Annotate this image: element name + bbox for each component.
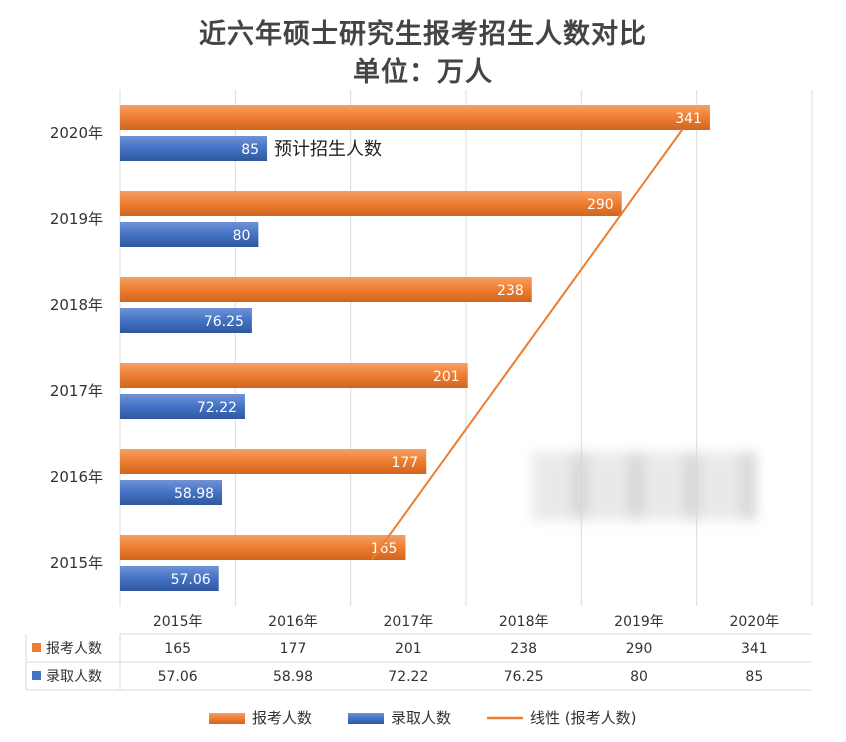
y-tick-label: 2018年 — [50, 296, 103, 314]
table-cell-applicants: 165 — [164, 641, 191, 657]
bar-applicants — [120, 105, 710, 130]
bar-applicants — [120, 535, 406, 560]
data-label-admitted: 80 — [233, 228, 251, 244]
table-header-year: 2020年 — [730, 614, 780, 630]
bar-admitted — [120, 566, 219, 591]
data-label-applicants: 201 — [433, 369, 460, 385]
bar-applicants — [120, 191, 622, 216]
table-header-year: 2017年 — [384, 614, 434, 630]
table-cell-admitted: 57.06 — [158, 669, 198, 685]
legend-label-applicants: 报考人数 — [252, 709, 312, 727]
bar-admitted — [120, 222, 259, 247]
table-cell-admitted: 76.25 — [504, 669, 544, 685]
table-cell-admitted: 58.98 — [273, 669, 313, 685]
table-cell-applicants: 290 — [626, 641, 653, 657]
y-tick-label: 2016年 — [50, 468, 103, 486]
bar-admitted — [120, 394, 245, 419]
table-header-year: 2015年 — [153, 614, 203, 630]
data-label-applicants: 238 — [497, 283, 524, 299]
table-row-label-admitted: 录取人数 — [46, 669, 102, 685]
data-label-applicants: 341 — [675, 111, 702, 127]
y-tick-label: 2019年 — [50, 210, 103, 228]
bar-admitted — [120, 136, 268, 161]
legend-label-admitted: 录取人数 — [391, 709, 451, 727]
data-label-applicants: 290 — [587, 197, 614, 213]
data-label-admitted: 58.98 — [174, 486, 214, 502]
table-cell-applicants: 177 — [280, 641, 307, 657]
chart-title: 近六年硕士研究生报考招生人数对比 — [199, 19, 647, 50]
legend-swatch-applicants — [209, 713, 245, 724]
table-cell-admitted: 85 — [745, 669, 763, 685]
blurred-watermark — [532, 452, 757, 520]
table-cell-applicants: 238 — [510, 641, 537, 657]
bar-applicants — [120, 363, 468, 388]
bar-admitted — [120, 308, 252, 333]
bar-applicants — [120, 449, 427, 474]
table-header-year: 2019年 — [614, 614, 664, 630]
table-cell-applicants: 201 — [395, 641, 422, 657]
table-header-year: 2016年 — [268, 614, 318, 630]
table-row-label-applicants: 报考人数 — [46, 641, 102, 657]
table-cell-admitted: 80 — [630, 669, 648, 685]
data-label-admitted: 72.22 — [197, 400, 237, 416]
annotation-estimated-enrollment: 预计招生人数 — [274, 139, 382, 160]
data-label-admitted: 57.06 — [171, 572, 211, 588]
data-label-admitted: 76.25 — [204, 314, 244, 330]
y-tick-label: 2017年 — [50, 382, 103, 400]
table-header-year: 2018年 — [499, 614, 549, 630]
bar-applicants — [120, 277, 532, 302]
chart-subtitle: 单位：万人 — [353, 57, 493, 88]
data-label-admitted: 85 — [241, 142, 259, 158]
table-cell-applicants: 341 — [741, 641, 768, 657]
trendline-applicants — [371, 128, 684, 561]
legend-swatch-admitted — [348, 713, 384, 724]
table-cell-admitted: 72.22 — [388, 669, 428, 685]
y-tick-label: 2020年 — [50, 124, 103, 142]
bar-admitted — [120, 480, 223, 505]
data-label-applicants: 177 — [391, 455, 418, 471]
table-legend-key-admitted — [32, 671, 41, 680]
legend-label-trendline: 线性 (报考人数) — [530, 709, 636, 727]
y-tick-label: 2015年 — [50, 554, 103, 572]
table-legend-key-applicants — [32, 643, 41, 652]
